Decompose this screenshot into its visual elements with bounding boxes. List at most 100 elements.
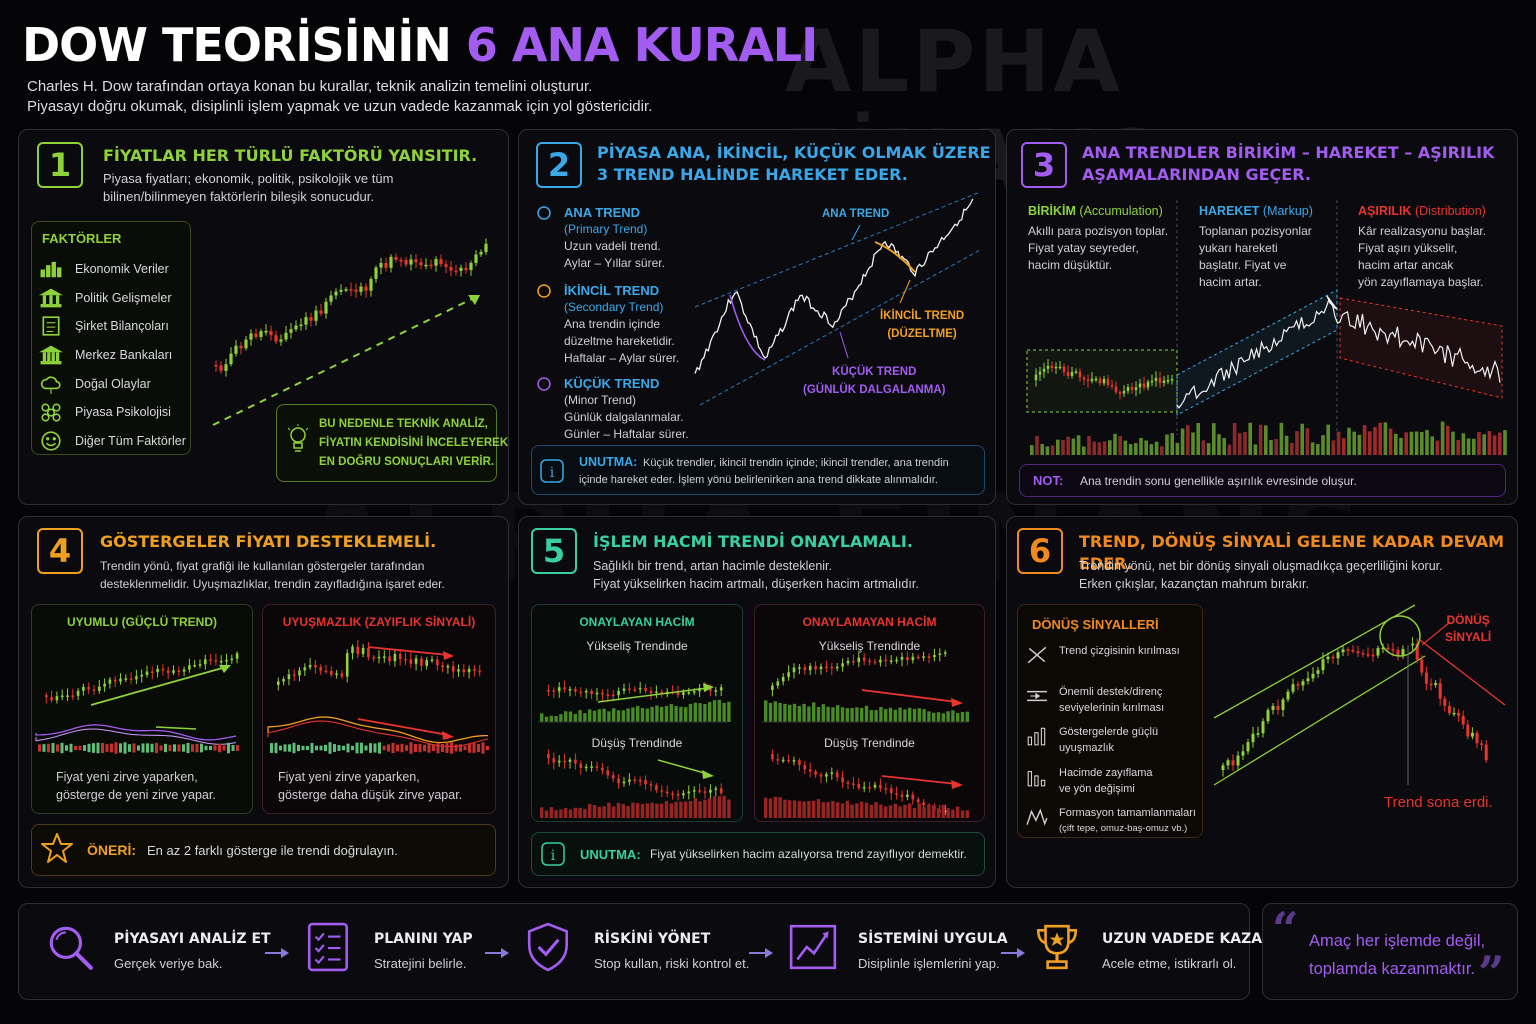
- volume-bar: [1045, 446, 1050, 455]
- volume-bar: [1191, 432, 1195, 455]
- divergence-title: UYUŞMAZLIK (ZAYIFLIK SİNYALİ): [282, 615, 476, 629]
- volume-bar: [1087, 435, 1091, 455]
- histogram-bar: [155, 742, 158, 754]
- histogram-bar: [168, 744, 172, 752]
- phase2-l1: Toplanan pozisyonlar: [1199, 224, 1312, 238]
- down-volume-bar: [768, 798, 773, 818]
- phase3-title: AŞIRILIK: [1358, 204, 1412, 218]
- up-volume-bar: [946, 711, 950, 722]
- candle-body: [1326, 656, 1330, 660]
- factor-item: Doğal Olaylar: [40, 369, 188, 398]
- up-volume-bar: [879, 706, 883, 722]
- histogram-bar: [279, 745, 282, 751]
- candle-body: [279, 339, 283, 342]
- histogram-bar: [132, 743, 136, 753]
- candle-body: [900, 656, 904, 660]
- candle-body: [922, 802, 925, 806]
- rule-3-title: ANA TRENDLER BİRİKİM – HAREKET – AŞIRILI…: [1082, 142, 1495, 186]
- candle-body: [879, 784, 882, 789]
- candle-body: [441, 665, 444, 668]
- down-volume-bar: [660, 803, 664, 818]
- minor-pointer: [839, 331, 849, 359]
- volume-bar: [1092, 441, 1096, 455]
- trend-ended-label: Trend sona erdi.: [1384, 794, 1493, 811]
- candle-body: [1276, 705, 1280, 710]
- secondary-d1: Ana trendin içinde: [564, 317, 661, 331]
- reversal-signal-text: Hacimde zayıflama ve yön değişimi: [1059, 765, 1153, 797]
- histogram-bar: [481, 742, 485, 754]
- volume-bar: [1128, 444, 1133, 455]
- primary-circle-icon: [537, 206, 551, 220]
- histogram-bar: [360, 742, 363, 754]
- candle-body: [409, 259, 413, 265]
- candle-body: [703, 791, 707, 793]
- candle-body: [835, 666, 839, 669]
- reversal-signal-item: Trend çizgisinin kırılması: [1026, 643, 1202, 684]
- candle-body: [911, 656, 915, 661]
- divergence-text: Fiyat yeni zirve yaparken, gösterge daha…: [278, 768, 462, 804]
- candle-body: [369, 278, 373, 291]
- up-volume-bar: [792, 703, 797, 722]
- histogram-bar: [409, 742, 413, 754]
- candle-body: [361, 647, 365, 655]
- candle-body: [622, 781, 626, 784]
- up-volume-bar: [826, 706, 830, 722]
- subtitle-line-1: Charles H. Dow tarafından ortaya konan b…: [27, 78, 593, 95]
- candle-body: [50, 697, 53, 701]
- candle-body: [906, 794, 909, 797]
- candle-body: [841, 663, 844, 667]
- indicator-line-1: [267, 716, 489, 744]
- candle-body: [787, 759, 790, 762]
- arrow-right-icon: [1001, 948, 1025, 958]
- histogram-bar: [472, 743, 476, 753]
- rule-5-number: 5: [531, 528, 577, 574]
- up-volume-bar: [768, 702, 773, 722]
- reversal-signals-title: DÖNÜŞ SİNYALLERİ: [1032, 617, 1159, 632]
- channel-bottom: [699, 249, 981, 406]
- rule-6-title: TREND, DÖNÜŞ SİNYALİ GELENE KADAR DEVAM …: [1079, 532, 1505, 573]
- signal-line-2: seviyelerinin kırılması: [1059, 701, 1165, 714]
- smiley-icon: [41, 431, 61, 451]
- arrow-head: [951, 780, 963, 789]
- candle-body: [547, 690, 550, 692]
- rule-5-title: İŞLEM HACMİ TRENDİ ONAYLAMALI.: [593, 532, 913, 551]
- candle-body: [398, 654, 402, 659]
- harmony-box: [31, 604, 253, 814]
- histogram-bar: [227, 742, 230, 754]
- subtitle-line-2: Piyasayı doğru okumak, disiplinli işlem …: [27, 98, 653, 115]
- candle-body: [1226, 760, 1230, 766]
- up-volume-arrow: [861, 689, 958, 703]
- up-volume-bar: [636, 706, 640, 722]
- candle-body: [409, 659, 413, 664]
- histogram-bar: [337, 745, 341, 751]
- candle-body: [563, 687, 566, 690]
- candle-body: [1429, 683, 1433, 686]
- histogram-bar: [391, 742, 395, 754]
- government-building-icon: [38, 288, 64, 308]
- rule-2-title-1: PİYASA ANA, İKİNCİL, KÜÇÜK OLMAK ÜZERE: [597, 143, 991, 162]
- confirming-down-label: Düşüş Trendinde: [591, 736, 683, 750]
- volume-bar: [1232, 423, 1237, 455]
- candle-body: [1376, 648, 1380, 656]
- histogram-bar: [200, 743, 203, 753]
- channel-top: [694, 191, 981, 308]
- histogram-bar: [450, 742, 453, 754]
- candle-body: [379, 263, 383, 268]
- volume-bar: [1175, 442, 1180, 455]
- histogram-bar: [468, 743, 471, 753]
- candle-body: [1336, 652, 1340, 659]
- rule-4-text-2: desteklenmelidir. Uyuşmazlıklar, trendin…: [100, 577, 445, 591]
- candle-body: [1042, 368, 1046, 372]
- volume-bar: [1076, 435, 1081, 455]
- candle-body: [324, 670, 328, 673]
- candle-body: [655, 691, 658, 694]
- signal-line-1: Trend çizgisinin kırılması: [1059, 645, 1180, 657]
- rule-5-note-label: UNUTMA:: [580, 847, 641, 862]
- histogram-bar: [463, 745, 467, 751]
- candle-body: [568, 759, 572, 762]
- down-volume-bar: [621, 804, 625, 818]
- volume-bar: [1066, 436, 1070, 455]
- candle-body: [135, 676, 138, 680]
- candle-body: [393, 654, 397, 662]
- candle-body: [943, 810, 947, 813]
